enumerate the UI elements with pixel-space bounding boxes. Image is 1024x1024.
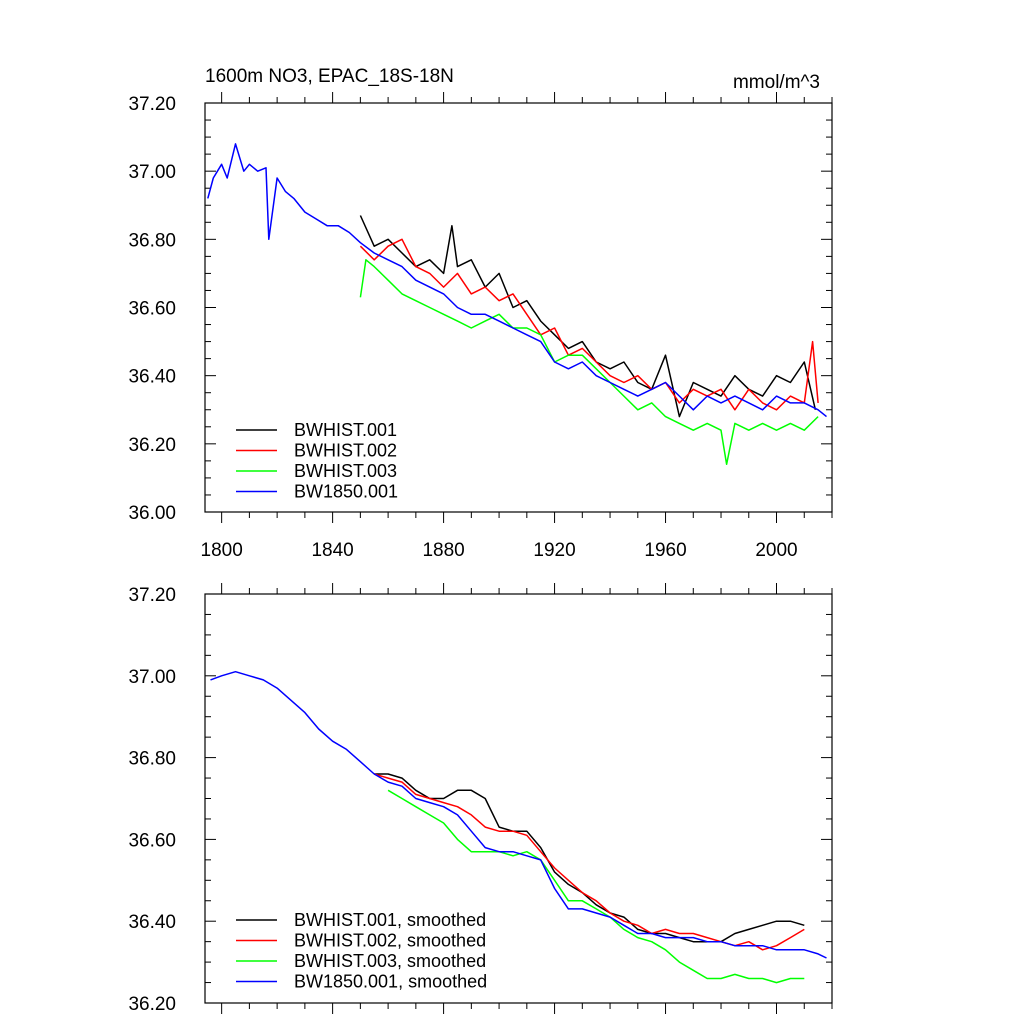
legend-label: BWHIST.003 — [294, 461, 397, 481]
series-line-bwhist-001-smoothed — [374, 773, 805, 943]
y-tick-label: 36.20 — [128, 994, 176, 1015]
y-tick-label: 37.20 — [128, 94, 176, 115]
legend-label: BWHIST.001, smoothed — [294, 910, 486, 930]
chart-units: mmol/m^3 — [733, 72, 820, 93]
x-tick-label: 1880 — [422, 540, 464, 561]
bottom-panel: 36.20 36.40 36.60 36.80 37.00 37.20 BWHIST.001… — [128, 583, 833, 1015]
x-tick-label: 1840 — [311, 540, 353, 561]
y-tick-label: 36.80 — [128, 230, 176, 251]
legend-label: BWHIST.003, smoothed — [294, 951, 486, 971]
series-line-bwhist-003-smoothed — [387, 789, 805, 984]
y-tick-label: 36.80 — [128, 749, 176, 770]
series-line-bwhist-001 — [359, 215, 817, 418]
x-tick-label: 1800 — [201, 540, 243, 561]
y-tick-label: 37.00 — [128, 667, 176, 688]
top-panel: 1600m NO3, EPAC_18S-18N mmol/m^3 36.00 36.2… — [128, 66, 833, 561]
y-tick-label: 36.40 — [128, 912, 176, 933]
y-tick-label: 36.00 — [128, 503, 176, 524]
legend-label: BWHIST.001 — [294, 420, 397, 440]
x-tick-label: 2000 — [755, 540, 797, 561]
series-line-bwhist-003 — [359, 259, 819, 466]
y-tick-label: 36.60 — [128, 830, 176, 851]
y-tick-label: 36.60 — [128, 299, 176, 320]
y-tick-label: 36.20 — [128, 435, 176, 456]
y-tick-label: 37.20 — [128, 585, 176, 606]
x-tick-label: 1920 — [533, 540, 575, 561]
series-line-bwhist-002 — [359, 238, 819, 411]
y-tick-label: 37.00 — [128, 162, 176, 183]
chart-title: 1600m NO3, EPAC_18S-18N — [205, 66, 454, 87]
legend-label: BWHIST.002 — [294, 441, 397, 461]
series-line-bw1850-001-smoothed — [210, 670, 827, 959]
legend-label: BW1850.001 — [294, 482, 398, 502]
series-line-bw1850-001 — [207, 143, 827, 418]
legend-label: BWHIST.002, smoothed — [294, 931, 486, 951]
y-tick-label: 36.40 — [128, 367, 176, 388]
x-tick-label: 1960 — [644, 540, 686, 561]
legend-label: BW1850.001, smoothed — [294, 972, 487, 992]
